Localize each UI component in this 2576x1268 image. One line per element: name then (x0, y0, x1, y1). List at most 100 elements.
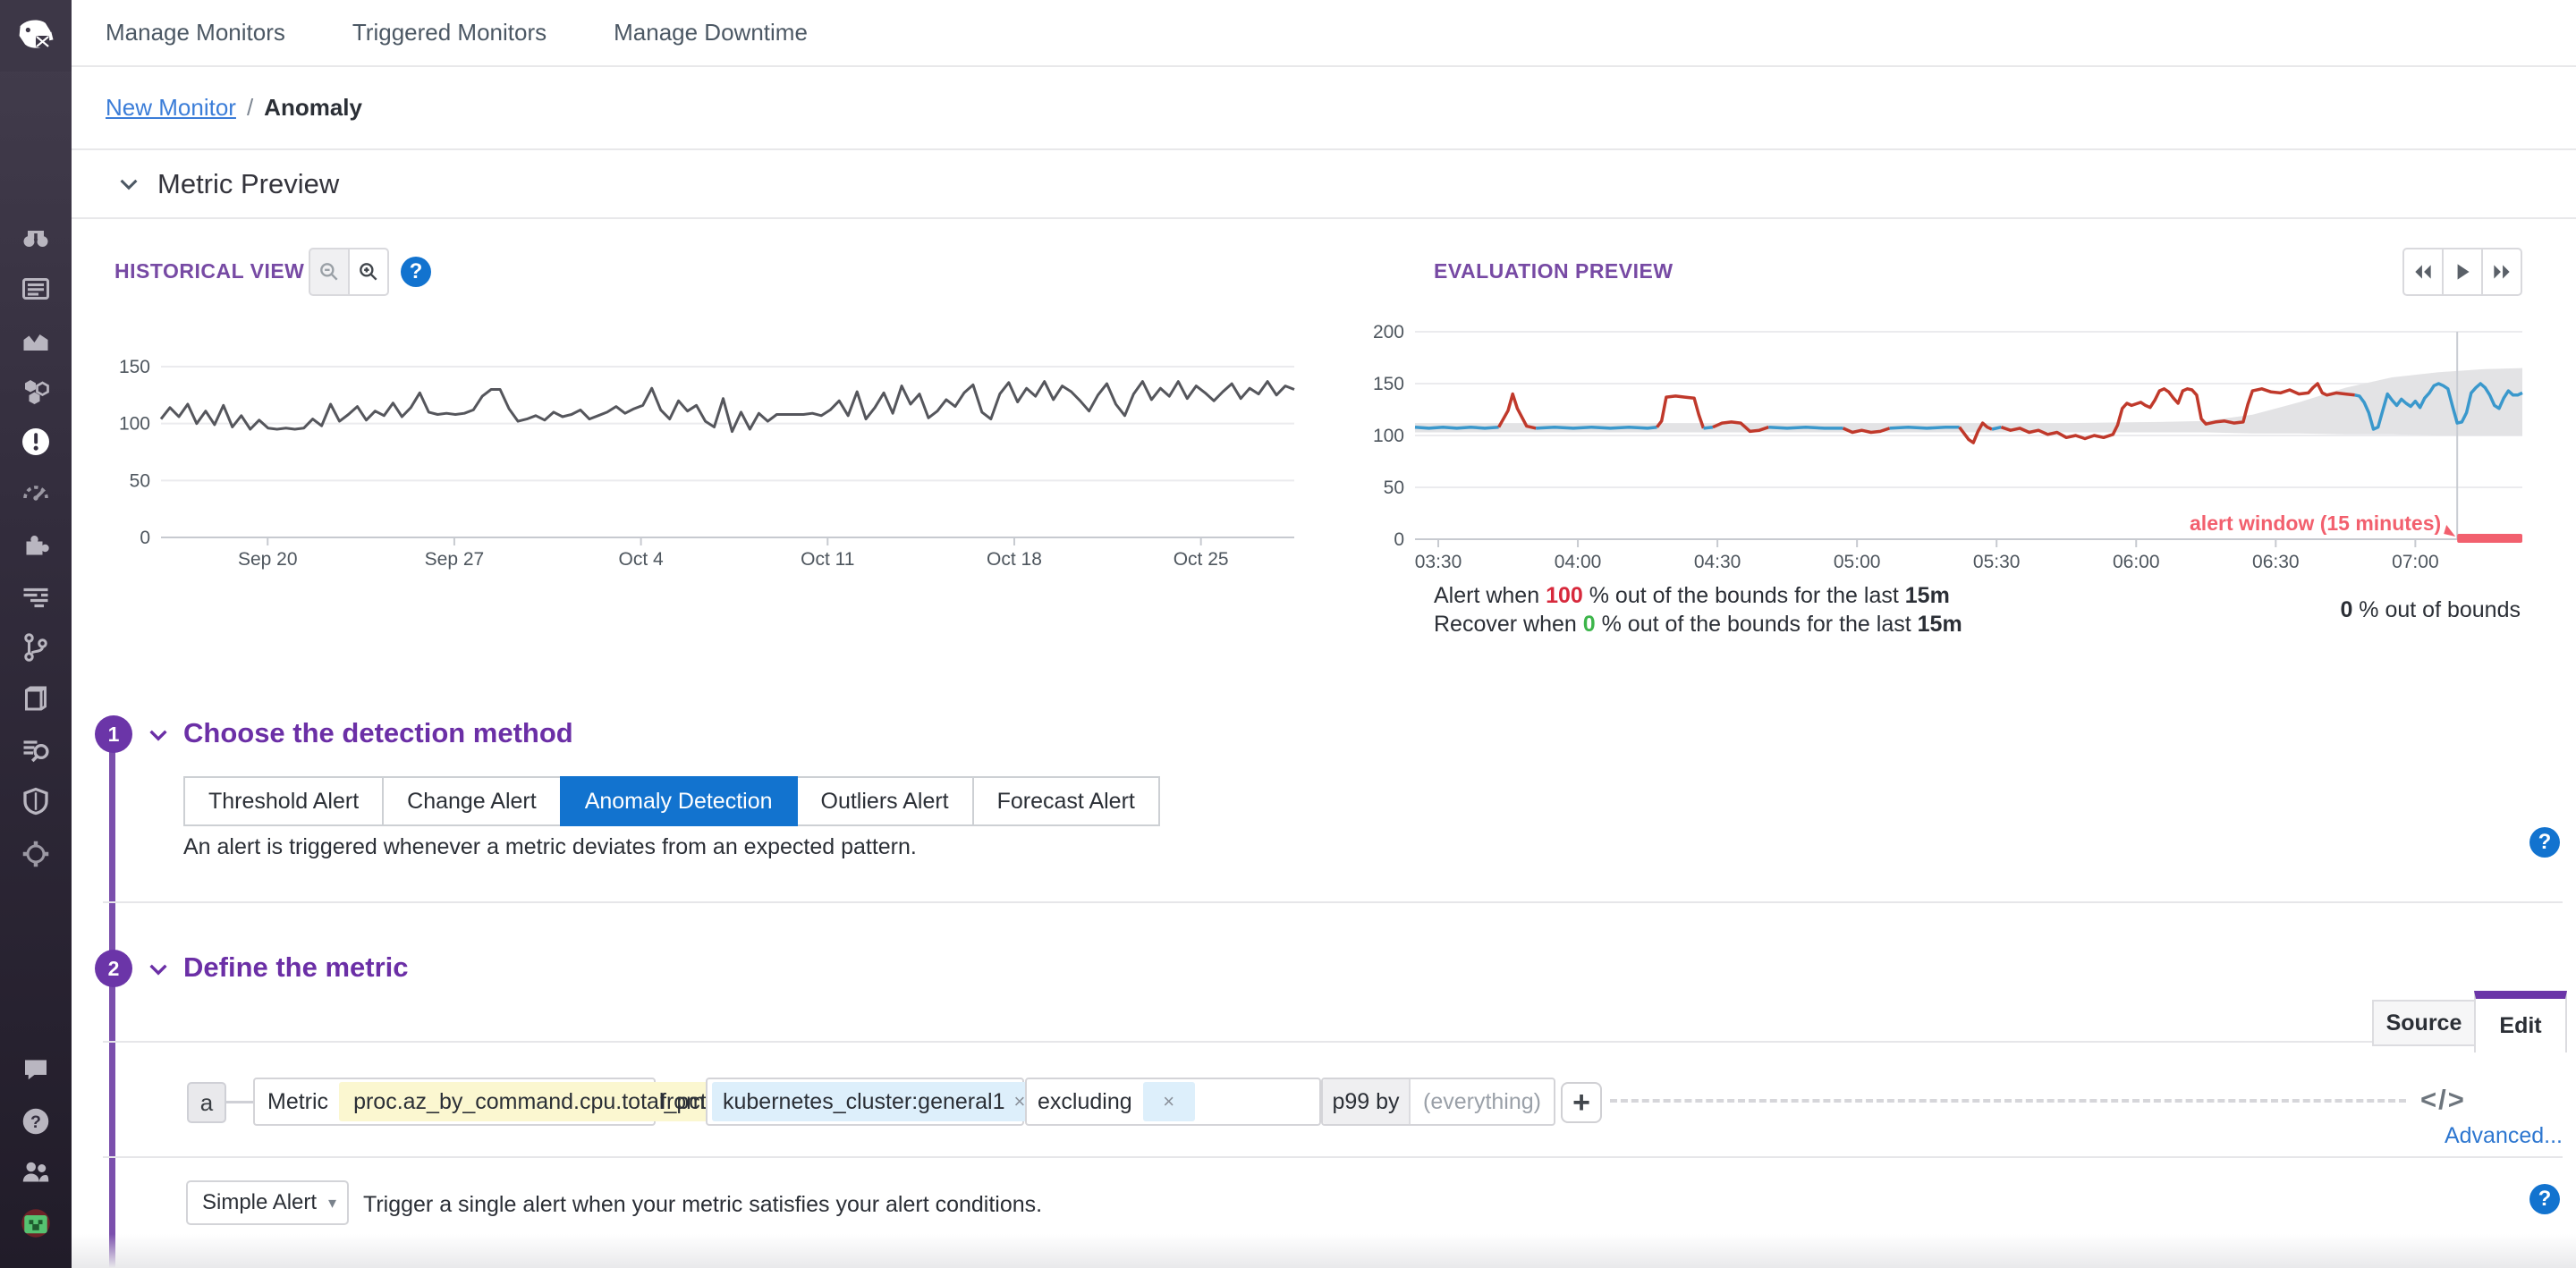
help-icon[interactable]: ? (18, 1103, 54, 1139)
play-icon (2451, 260, 2474, 283)
rewind-icon (2411, 260, 2435, 283)
chevron-down-icon (116, 172, 141, 197)
section2-title: Define the metric (183, 951, 409, 984)
svg-text:50: 50 (130, 470, 150, 491)
monitor-topnav: Manage Monitors Triggered Monitors Manag… (72, 0, 2576, 67)
svg-text:150: 150 (1373, 374, 1404, 394)
svg-text:Sep 20: Sep 20 (238, 549, 298, 570)
datadog-logo[interactable] (0, 0, 72, 72)
divider (103, 1156, 2563, 1158)
excluding-selector[interactable]: excluding × (1025, 1078, 1321, 1126)
integrations-icon[interactable] (18, 528, 54, 563)
tab-anomaly-detection[interactable]: Anomaly Detection (560, 776, 798, 826)
apm-traces-icon[interactable] (18, 630, 54, 665)
user-avatar[interactable] (18, 1205, 54, 1241)
svg-text:Oct 4: Oct 4 (619, 549, 665, 570)
nav-manage-downtime[interactable]: Manage Downtime (614, 19, 808, 46)
tab-change-alert[interactable]: Change Alert (382, 776, 562, 826)
svg-text:04:30: 04:30 (1694, 552, 1741, 572)
section1-title: Choose the detection method (183, 717, 573, 749)
notebooks-icon[interactable] (18, 680, 54, 716)
svg-text:Oct 25: Oct 25 (1174, 549, 1229, 570)
svg-text:150: 150 (119, 357, 150, 377)
evaluation-chart[interactable]: 05010015020003:3004:0004:3005:0005:3006:… (1360, 317, 2567, 586)
scope-selector[interactable]: kubernetes_cluster:general1× (706, 1078, 1024, 1126)
svg-text:Sep 27: Sep 27 (425, 549, 485, 570)
section1-help-icon[interactable]: ? (2529, 827, 2560, 858)
section1-chevron-icon[interactable] (146, 723, 171, 748)
section2-chevron-icon[interactable] (146, 957, 171, 982)
zoom-out-icon (318, 260, 341, 283)
group-by-placeholder[interactable]: (everything) (1423, 1089, 1541, 1115)
historical-help-icon[interactable]: ? (401, 257, 431, 287)
nav-manage-monitors[interactable]: Manage Monitors (106, 19, 285, 46)
metric-selector[interactable]: Metric proc.az_by_command.cpu.total_pct (253, 1078, 656, 1126)
svg-text:Oct 11: Oct 11 (801, 549, 854, 570)
tab-edit[interactable]: Edit (2474, 991, 2567, 1052)
log-explorer-icon[interactable] (18, 732, 54, 768)
historical-chart[interactable]: 050100150Sep 20Sep 27Oct 4Oct 11Oct 18Oc… (89, 331, 1324, 586)
nav-triggered-monitors[interactable]: Triggered Monitors (352, 19, 547, 46)
alert-grouping-dropdown[interactable]: Simple Alert ▾ (186, 1180, 349, 1225)
alert-threshold-value: 100 (1546, 583, 1583, 608)
scope-tag-chip[interactable]: kubernetes_cluster:general1× (712, 1082, 1036, 1121)
tab-source[interactable]: Source (2372, 1000, 2476, 1046)
security-icon[interactable] (18, 783, 54, 819)
detection-method-tabs: Threshold Alert Change Alert Anomaly Det… (183, 776, 1160, 826)
zoom-out-button[interactable] (309, 248, 350, 296)
evaluation-playback-controls (2402, 248, 2522, 296)
remove-excluding-icon[interactable]: × (1163, 1090, 1174, 1113)
editor-tab-bar-line (103, 1041, 2563, 1043)
fast-forward-button[interactable] (2481, 248, 2522, 296)
tab-threshold-alert[interactable]: Threshold Alert (183, 776, 384, 826)
metric-preview-header[interactable]: Metric Preview (72, 150, 2576, 219)
remove-tag-icon[interactable]: × (1013, 1090, 1025, 1113)
tab-forecast-alert[interactable]: Forecast Alert (972, 776, 1160, 826)
infrastructure-hostmap-icon[interactable] (18, 373, 54, 409)
breadcrumb: New Monitor / Anomaly (72, 67, 2576, 150)
query-letter-badge[interactable]: a (187, 1082, 226, 1123)
logs-icon[interactable] (18, 579, 54, 614)
zoom-in-button[interactable] (348, 248, 389, 296)
detection-method-description: An alert is triggered whenever a metric … (183, 834, 917, 860)
fast-forward-icon (2490, 260, 2513, 283)
out-of-bounds-status: 0 % out of bounds (2340, 597, 2521, 623)
svg-text:100: 100 (119, 414, 150, 435)
alert-grouping-description: Trigger a single alert when your metric … (363, 1192, 1042, 1218)
metric-preview-title: Metric Preview (157, 168, 339, 200)
add-query-button[interactable]: + (1561, 1082, 1602, 1123)
code-view-icon[interactable]: </> (2420, 1084, 2466, 1116)
binoculars-watchdog-icon[interactable] (18, 218, 54, 254)
svg-text:07:00: 07:00 (2392, 552, 2439, 572)
breadcrumb-current: Anomaly (264, 94, 362, 122)
recover-duration: 15m (1918, 612, 1962, 637)
excluding-clear-chip[interactable]: × (1143, 1082, 1195, 1121)
aggregation-selector[interactable]: p99 by (everything) (1321, 1078, 1555, 1126)
users-icon[interactable] (18, 1154, 54, 1190)
svg-text:50: 50 (1384, 478, 1404, 498)
chevron-down-icon: ▾ (328, 1194, 336, 1213)
network-map-icon[interactable] (18, 836, 54, 872)
query-dashed-line (1610, 1099, 2406, 1103)
svg-text:05:00: 05:00 (1834, 552, 1881, 572)
svg-text:Oct 18: Oct 18 (987, 549, 1042, 570)
svg-text:?: ? (30, 1112, 41, 1132)
step-2-badge: 2 (95, 950, 132, 987)
aggregation-label[interactable]: p99 by (1323, 1079, 1411, 1124)
dashboards-icon[interactable] (18, 271, 54, 307)
metrics-icon[interactable] (18, 322, 54, 358)
svg-text:100: 100 (1373, 426, 1404, 446)
advanced-link[interactable]: Advanced... (2445, 1123, 2563, 1149)
svg-text:0: 0 (1394, 529, 1404, 550)
metrics-gauge-icon[interactable] (18, 475, 54, 511)
monitors-icon[interactable] (18, 424, 54, 460)
query-connector (226, 1101, 253, 1103)
tab-outliers-alert[interactable]: Outliers Alert (796, 776, 974, 826)
app-sidebar: ? (0, 0, 72, 1268)
play-button[interactable] (2442, 248, 2483, 296)
chat-icon[interactable] (18, 1052, 54, 1087)
rewind-button[interactable] (2402, 248, 2444, 296)
simple-alert-help-icon[interactable]: ? (2529, 1184, 2560, 1214)
breadcrumb-new-monitor[interactable]: New Monitor (106, 94, 236, 122)
recover-threshold-value: 0 (1583, 612, 1596, 637)
